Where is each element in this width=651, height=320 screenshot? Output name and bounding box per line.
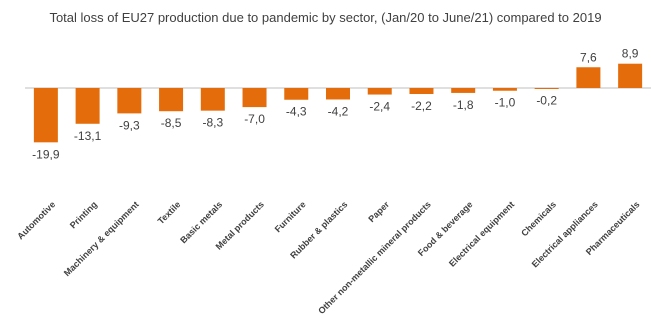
bar-8: [367, 88, 392, 95]
bar-9: [409, 88, 434, 95]
bar-13: [576, 67, 601, 88]
category-label-3: Textile: [156, 199, 183, 226]
bar-14: [618, 63, 643, 88]
data-label-5: -7,0: [244, 112, 265, 126]
bar-4: [200, 88, 225, 111]
category-label-2: Machinery & equipment: [62, 199, 141, 278]
bar-5: [242, 88, 267, 108]
bar-1: [75, 88, 100, 124]
category-label-4: Basic metals: [178, 199, 224, 245]
data-label-1: -13,1: [74, 129, 102, 143]
data-label-12: -0,2: [536, 94, 557, 108]
bar-12: [534, 88, 559, 89]
bar-3: [159, 88, 184, 112]
bar-11: [492, 88, 517, 91]
bar-7: [326, 88, 350, 100]
bar-10: [451, 88, 476, 93]
bar-2: [117, 88, 142, 114]
data-label-9: -2,2: [411, 99, 432, 113]
category-label-8: Paper: [366, 199, 391, 224]
category-label-1: Printing: [68, 199, 99, 230]
data-label-4: -8,3: [202, 116, 223, 130]
data-label-8: -2,4: [369, 100, 390, 114]
bar-0: [33, 88, 58, 143]
data-label-11: -1,0: [495, 96, 516, 110]
data-label-6: -4,3: [286, 105, 307, 119]
data-label-3: -8,5: [161, 116, 182, 130]
chart-title: Total loss of EU27 production due to pan…: [49, 10, 602, 25]
data-label-13: 7,6: [580, 50, 597, 64]
data-label-0: -19,9: [32, 147, 60, 161]
data-label-7: -4,2: [328, 104, 349, 118]
category-label-6: Furniture: [273, 199, 308, 234]
data-label-10: -1,8: [453, 98, 474, 112]
category-label-12: Chemicals: [519, 199, 558, 238]
data-label-2: -9,3: [119, 118, 140, 132]
data-label-14: 8,9: [622, 47, 639, 61]
category-label-0: Automotive: [15, 199, 57, 241]
bar-6: [284, 88, 309, 100]
